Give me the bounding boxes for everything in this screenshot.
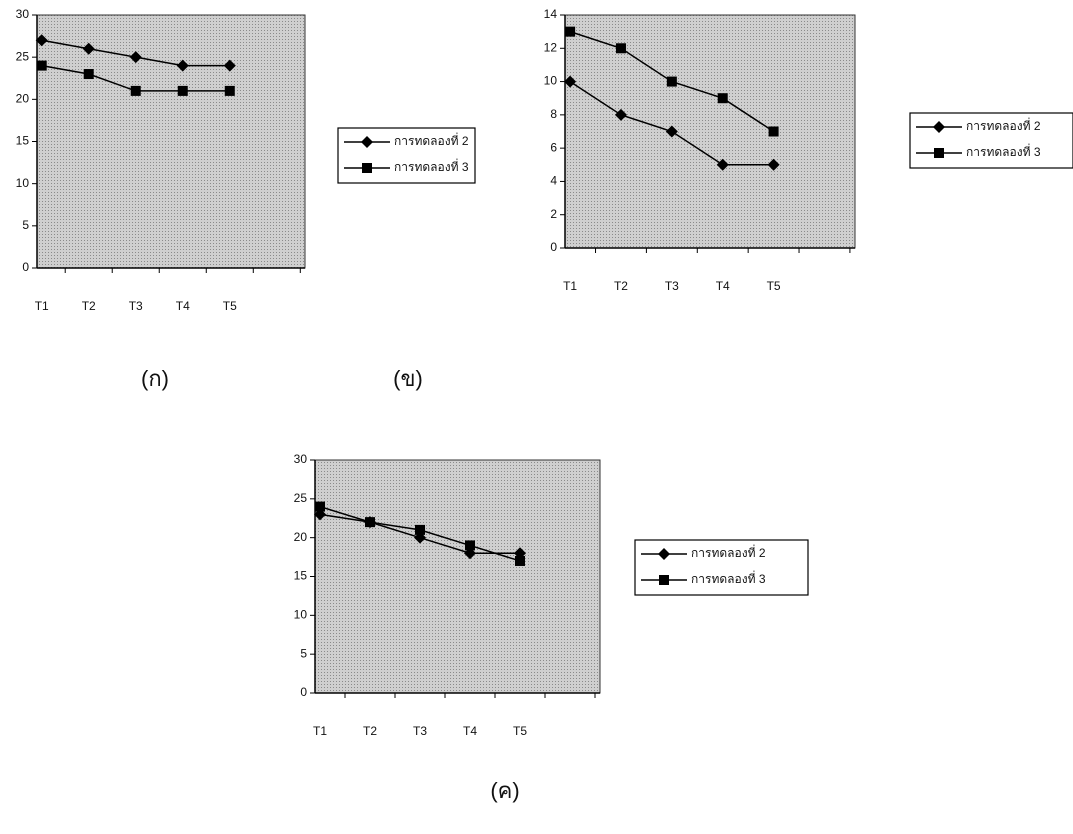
y-tick-label: 2: [550, 207, 557, 221]
x-tick-label: T5: [513, 724, 527, 738]
legend-label: การทดลองที่ 3: [394, 158, 469, 174]
y-tick-label: 15: [294, 569, 308, 583]
marker: [614, 108, 627, 121]
y-tick-label: 0: [300, 685, 307, 699]
marker: [666, 76, 677, 87]
x-tick-label: T4: [463, 724, 477, 738]
y-tick-label: 25: [16, 49, 30, 63]
y-tick-label: 5: [22, 218, 29, 232]
caption: (ข): [393, 366, 423, 391]
y-tick-label: 25: [294, 491, 308, 505]
y-tick-label: 20: [294, 530, 308, 544]
x-tick-label: T3: [129, 299, 143, 313]
caption: (ก): [141, 366, 169, 391]
marker: [362, 163, 372, 173]
marker: [415, 524, 425, 535]
marker: [934, 148, 944, 158]
marker: [615, 43, 626, 54]
marker: [564, 75, 577, 88]
y-tick-label: 4: [550, 174, 557, 188]
marker: [130, 85, 141, 96]
x-tick-label: T3: [665, 279, 679, 293]
legend-label: การทดลองที่ 2: [966, 117, 1041, 133]
plot-area: [314, 459, 601, 694]
x-tick-label: T4: [176, 299, 190, 313]
marker: [658, 548, 670, 560]
y-tick-label: 6: [550, 140, 557, 154]
y-tick-label: 12: [544, 40, 558, 54]
x-tick-label: T2: [82, 299, 96, 313]
y-tick-label: 15: [16, 134, 30, 148]
legend-label: การทดลองที่ 2: [691, 544, 766, 560]
x-tick-label: T1: [313, 724, 327, 738]
y-tick-label: 5: [300, 646, 307, 660]
marker: [515, 555, 525, 566]
x-tick-label: T5: [767, 279, 781, 293]
x-tick-label: T1: [35, 299, 49, 313]
marker: [224, 85, 235, 96]
marker: [361, 136, 373, 148]
y-tick-label: 30: [16, 7, 30, 21]
y-tick-label: 30: [294, 452, 308, 466]
marker: [665, 125, 678, 138]
plot-area: [36, 14, 306, 269]
x-tick-label: T3: [413, 724, 427, 738]
marker: [83, 69, 94, 80]
caption: (ค): [490, 778, 519, 803]
marker: [716, 158, 729, 171]
marker: [177, 85, 188, 96]
y-tick-label: 10: [16, 176, 30, 190]
marker: [176, 59, 189, 72]
marker: [82, 42, 95, 55]
y-tick-label: 10: [544, 74, 558, 88]
legend-label: การทดลองที่ 3: [691, 570, 766, 586]
marker: [35, 34, 48, 47]
x-tick-label: T4: [716, 279, 730, 293]
marker: [365, 517, 375, 528]
legend-label: การทดลองที่ 3: [966, 143, 1041, 159]
marker: [768, 126, 779, 137]
marker: [465, 540, 475, 551]
marker: [933, 121, 945, 133]
legend-box: [909, 112, 1073, 169]
marker: [223, 59, 236, 72]
marker: [315, 501, 325, 512]
legend-label: การทดลองที่ 2: [394, 132, 469, 148]
marker: [129, 51, 142, 64]
marker: [36, 60, 47, 71]
marker: [717, 93, 728, 104]
marker: [659, 575, 669, 585]
marker: [767, 158, 780, 171]
x-tick-label: T2: [363, 724, 377, 738]
y-tick-label: 0: [550, 240, 557, 254]
legend-box: [337, 127, 476, 184]
x-tick-label: T1: [563, 279, 577, 293]
y-tick-label: 0: [22, 260, 29, 274]
x-tick-label: T2: [614, 279, 628, 293]
x-tick-label: T5: [223, 299, 237, 313]
y-tick-label: 20: [16, 92, 30, 106]
plot-area: [564, 14, 856, 249]
marker: [565, 26, 576, 37]
y-tick-label: 14: [544, 7, 558, 21]
y-tick-label: 10: [294, 608, 308, 622]
y-tick-label: 8: [550, 107, 557, 121]
